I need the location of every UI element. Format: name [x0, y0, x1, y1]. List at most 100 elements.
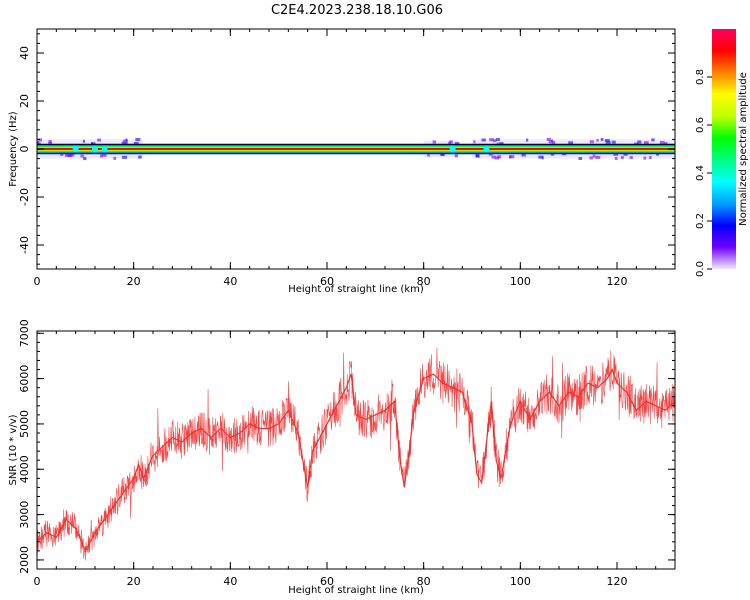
spectrogram-xlabel: Height of straight line (km) [288, 284, 424, 295]
spectral-speck [548, 140, 552, 144]
spectral-speck [637, 140, 642, 144]
spectral-speck [509, 155, 515, 159]
colorbar-tick-label: 0.2 [695, 213, 706, 229]
colorbar-tick-label: 0.6 [695, 117, 706, 133]
spectral-speck [664, 142, 668, 146]
spectrogram-y-tick-label: -40 [18, 236, 31, 254]
spectral-burst [101, 146, 108, 152]
spectral-speck [99, 154, 103, 158]
spectral-speck [595, 155, 601, 159]
snr-background [37, 331, 675, 569]
spectral-burst [449, 146, 456, 152]
spectral-speck [473, 140, 476, 144]
spectral-speck [133, 141, 139, 145]
colorbar-tick-label: 0.4 [695, 165, 706, 181]
spectral-burst [72, 146, 79, 152]
snr-axes: 0 20 40 60 80 100 120 2000 3000 4000 5000 6000 7000 [18, 319, 676, 588]
spectrogram-y-tick-label: 40 [18, 46, 31, 60]
spectrogram-axes: 0 20 40 60 80 100 120 -40 -20 0 20 40 [18, 28, 676, 288]
snr-x-tick-label: 20 [127, 575, 141, 588]
spectral-speck [83, 157, 87, 161]
snr-x-tick-label: 80 [417, 575, 431, 588]
spectral-speck [589, 140, 594, 144]
snr-marks [37, 347, 675, 561]
spectral-speck [48, 141, 52, 145]
snr-x-tick-label: 120 [607, 575, 628, 588]
spectral-speck [649, 156, 652, 160]
spectral-speck [611, 140, 616, 144]
snr-frame [36, 330, 676, 570]
spectral-speck [440, 153, 445, 157]
spectral-speck [521, 153, 526, 157]
spectrogram-x-tick-label: 80 [417, 275, 431, 288]
spectral-speck [614, 157, 618, 161]
snr-y-tick-label: 6000 [18, 365, 31, 393]
spectral-speck [497, 155, 502, 159]
spectral-speck [526, 138, 529, 142]
snr-y-tick-label: 3000 [18, 501, 31, 529]
spectral-speck [492, 139, 497, 143]
spectral-speck [122, 155, 128, 159]
snr-series-line [37, 368, 675, 553]
spectral-speck [509, 155, 512, 159]
spectral-speck [568, 141, 574, 145]
spectral-speck [546, 137, 551, 141]
colorbar: 0.0 0.2 0.4 0.6 0.8 Normalized spectral ampl… [695, 29, 749, 277]
spectral-speck [60, 152, 64, 156]
spectral-speck [101, 153, 107, 157]
spectral-speck [589, 156, 593, 160]
spectral-speck [427, 153, 430, 157]
spectral-speck [578, 157, 583, 161]
spectrogram-x-tick-label: 40 [223, 275, 237, 288]
snr-x-tick-label: 0 [34, 575, 41, 588]
spectral-speck [97, 138, 102, 142]
spectrogram-ylabel: Frequency (Hz) [8, 111, 19, 187]
spectral-speck [629, 156, 633, 160]
spectral-speck [600, 137, 604, 141]
spectrogram-x-tick-label: 120 [607, 275, 628, 288]
spectral-speck [454, 142, 460, 146]
colorbar-ticks: 0.0 0.2 0.4 0.6 0.8 [695, 69, 712, 277]
snr-x-tick-label: 40 [223, 575, 237, 588]
spectral-speck [475, 154, 480, 158]
spectral-speck [613, 152, 619, 156]
snr-x-tick-label: 100 [510, 575, 531, 588]
spectral-speck [122, 139, 128, 143]
spectral-speck [651, 138, 655, 142]
spectral-speck [604, 138, 610, 142]
spectrogram-x-tick-label: 100 [510, 275, 531, 288]
snr-panel: 0 20 40 60 80 100 120200030004000500060007000 … [8, 319, 676, 596]
snr-xlabel: Height of straight line (km) [288, 585, 424, 596]
spectral-speck [494, 156, 500, 160]
spectrogram-y-tick-label: -20 [18, 188, 31, 206]
spectral-speck [454, 154, 459, 158]
spectral-speck [643, 156, 647, 160]
spectral-speck [64, 153, 70, 157]
spectral-speck [449, 140, 453, 144]
spectral-speck [596, 138, 599, 142]
spectrogram-y-tick-label: 0 [18, 146, 31, 153]
spectral-speck [659, 141, 665, 145]
spectral-speck [491, 155, 496, 159]
snr-x-tick-label: 60 [320, 575, 334, 588]
spectral-speck [113, 156, 117, 160]
spectral-speck [499, 142, 504, 146]
spectral-speck [448, 141, 451, 145]
spectral-speck [489, 138, 494, 142]
spectral-burst [483, 146, 490, 152]
spectral-speck [592, 154, 596, 158]
spectral-speck [138, 155, 142, 159]
spectrogram-y-tick-label: 20 [18, 94, 31, 108]
spectral-speck [80, 154, 84, 158]
spectral-band-layer [37, 147, 675, 151]
spectral-speck [38, 138, 43, 142]
spectral-speck [48, 140, 52, 144]
spectral-speck [605, 140, 611, 144]
snr-y-tick-label: 4000 [18, 455, 31, 483]
spectrogram-x-tick-label: 0 [34, 275, 41, 288]
spectral-speck [620, 156, 624, 160]
spectral-speck [538, 155, 544, 159]
spectrogram-marks [37, 137, 675, 161]
colorbar-tick-label: 0.8 [695, 69, 706, 85]
